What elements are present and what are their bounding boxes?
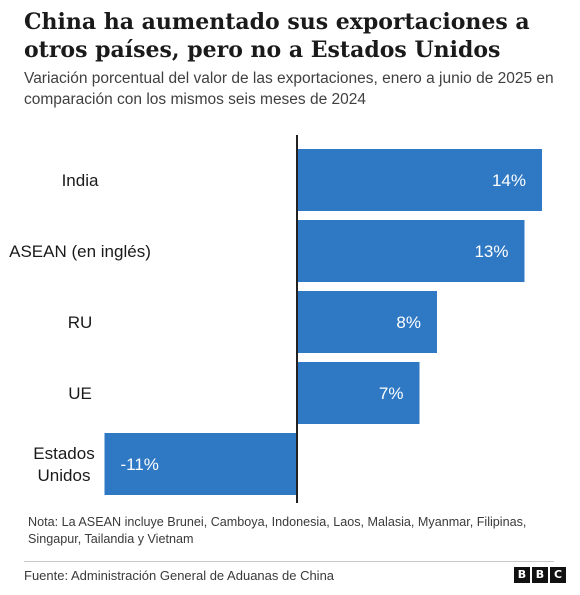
source-divider — [24, 561, 554, 562]
bar-2 — [297, 220, 525, 282]
bbc-logo: B B C — [514, 567, 566, 583]
bar-3 — [297, 291, 437, 353]
logo-letter-1: B — [514, 567, 530, 583]
bar-value-label-3: 8% — [396, 313, 421, 332]
chart-subtitle: Variación porcentual del valor de las ex… — [24, 70, 554, 108]
bar-value-label-5: -11% — [121, 455, 159, 474]
bar-1 — [297, 149, 542, 211]
category-label-2: ASEAN (en inglés) — [9, 242, 151, 261]
category-label-3: RU — [68, 313, 93, 332]
category-label-4: UE — [68, 384, 92, 403]
logo-letter-2: B — [532, 567, 548, 583]
chart-note: Nota: La ASEAN incluye Brunei, Camboya, … — [28, 515, 527, 546]
bar-value-label-4: 7% — [379, 384, 404, 403]
category-label-5-line-1: Estados — [33, 444, 94, 463]
bar-value-label-1: 14% — [492, 171, 526, 190]
chart-title: China ha aumentado sus exportaciones a o… — [24, 9, 530, 63]
category-label-5-line-2: Unidos — [38, 466, 91, 485]
bar-chart: 14% India 13% ASEAN (en inglés) 8% RU 7% UE -11%… — [9, 135, 542, 503]
source-text: Fuente: Administración General de Aduana… — [24, 568, 335, 583]
category-label-1: India — [62, 171, 99, 190]
logo-letter-3: C — [550, 567, 566, 583]
bar-value-label-2: 13% — [474, 242, 508, 261]
bar-4 — [297, 362, 420, 424]
bar-5 — [104, 433, 297, 495]
